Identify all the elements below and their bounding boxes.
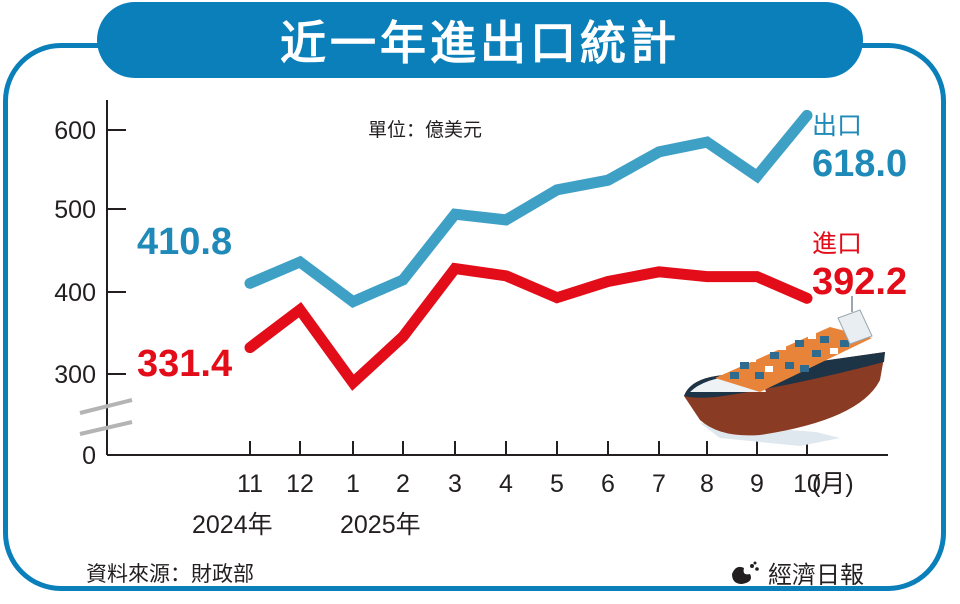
y-tick-label: 300 xyxy=(54,361,96,389)
x-axis-unit: (月) xyxy=(812,470,854,498)
x-tick-label: 3 xyxy=(448,470,462,498)
import-series-name: 進口 xyxy=(812,229,862,258)
x-tick-label: 10 xyxy=(793,470,821,498)
export-line xyxy=(244,109,813,309)
source-note: 資料來源：財政部 xyxy=(86,562,254,586)
year-label-2025: 2025年 xyxy=(340,511,421,539)
axis-break-mark xyxy=(79,398,133,415)
title-banner: 近一年進出口統計 xyxy=(97,2,863,78)
x-tick-label: 11 xyxy=(237,470,263,498)
x-tick-label: 7 xyxy=(652,470,666,498)
x-tick-label: 9 xyxy=(750,470,764,498)
import-first-value: 331.4 xyxy=(137,343,232,385)
x-tick-label: 2 xyxy=(396,470,410,498)
x-tick-label: 12 xyxy=(286,470,314,498)
x-tick-label: 1 xyxy=(346,470,360,498)
export-first-value: 410.8 xyxy=(137,221,232,263)
x-tick-label: 5 xyxy=(550,470,564,498)
chart-title: 近一年進出口統計 xyxy=(280,16,680,70)
year-label-2024: 2024年 xyxy=(192,511,273,539)
brand-logo: 經濟日報 xyxy=(730,555,864,590)
y-tick-label: 500 xyxy=(54,196,96,224)
y-tick-label: 600 xyxy=(54,117,96,145)
import-line xyxy=(244,262,813,391)
container-ship-icon xyxy=(684,296,885,446)
import-last-value: 392.2 xyxy=(812,261,907,303)
x-tick-label: 4 xyxy=(499,470,513,498)
y-ticks: 600 500 400 300 0 xyxy=(54,117,126,470)
x-ticks: 11 12 1 2 3 4 5 6 7 8 9 10 xyxy=(237,441,821,498)
y-tick-label: 400 xyxy=(54,279,96,307)
axis-break-mark xyxy=(79,420,133,436)
export-last-value: 618.0 xyxy=(812,143,907,185)
brand-name: 經濟日報 xyxy=(768,561,864,589)
x-tick-label: 6 xyxy=(601,470,615,498)
y-tick-label: 0 xyxy=(82,442,96,470)
export-series-name: 出口 xyxy=(812,111,862,140)
x-tick-label: 8 xyxy=(700,470,714,498)
udn-logo-icon xyxy=(732,561,759,584)
unit-label: 單位：億美元 xyxy=(368,119,482,141)
